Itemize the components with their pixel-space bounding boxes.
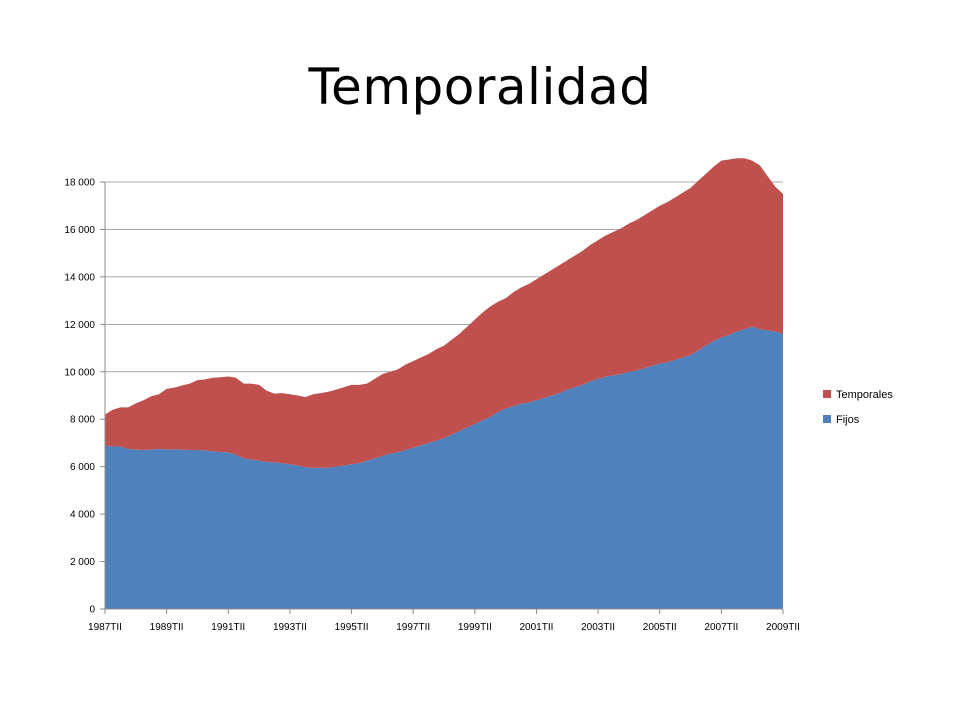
x-tick-label-6: 1999TII: [458, 622, 492, 633]
y-tick-label-8: 16 000: [64, 225, 95, 236]
x-tick-label-4: 1995TII: [335, 622, 369, 633]
x-tick-label-3: 1993TII: [273, 622, 307, 633]
x-tick-label-10: 2007TII: [704, 622, 738, 633]
x-tick-label-1: 1989TII: [150, 622, 184, 633]
y-tick-label-3: 6 000: [70, 462, 95, 473]
y-axis-ticks: 0 2 000 4 000 6 000 8 000 10 000 12 000 14 000 1…: [64, 178, 105, 616]
chart-legend: Temporales Fijos: [823, 389, 893, 426]
y-tick-label-6: 12 000: [64, 320, 95, 331]
x-axis-ticks: 1987TII 1989TII 1991TII 1993TII 1995TII 1997T…: [88, 609, 800, 633]
x-tick-label-8: 2003TII: [581, 622, 615, 633]
y-tick-label-0: 0: [89, 605, 95, 616]
legend-label-temporales: Temporales: [836, 389, 893, 401]
x-tick-label-9: 2005TII: [643, 622, 677, 633]
legend-label-fijos: Fijos: [836, 414, 860, 426]
x-tick-label-0: 1987TII: [88, 622, 122, 633]
x-tick-label-11: 2009TII: [766, 622, 800, 633]
chart-axes: [104, 182, 783, 610]
y-tick-label-2: 4 000: [70, 510, 95, 521]
area-series-temporales: [105, 158, 783, 468]
y-tick-label-9: 18 000: [64, 178, 95, 189]
chart-areas: [105, 158, 783, 609]
legend-swatch-fijos: [823, 415, 831, 423]
y-tick-label-4: 8 000: [70, 415, 95, 426]
y-tick-label-7: 14 000: [64, 272, 95, 283]
x-tick-label-5: 1997TII: [396, 622, 430, 633]
legend-swatch-temporales: [823, 390, 831, 398]
x-tick-label-2: 1991TII: [211, 622, 245, 633]
y-tick-label-1: 2 000: [70, 557, 95, 568]
y-tick-label-5: 10 000: [64, 367, 95, 378]
area-series-fijos: [105, 326, 783, 609]
slide-title: Temporalidad: [308, 58, 652, 116]
x-tick-label-7: 2001TII: [519, 622, 553, 633]
